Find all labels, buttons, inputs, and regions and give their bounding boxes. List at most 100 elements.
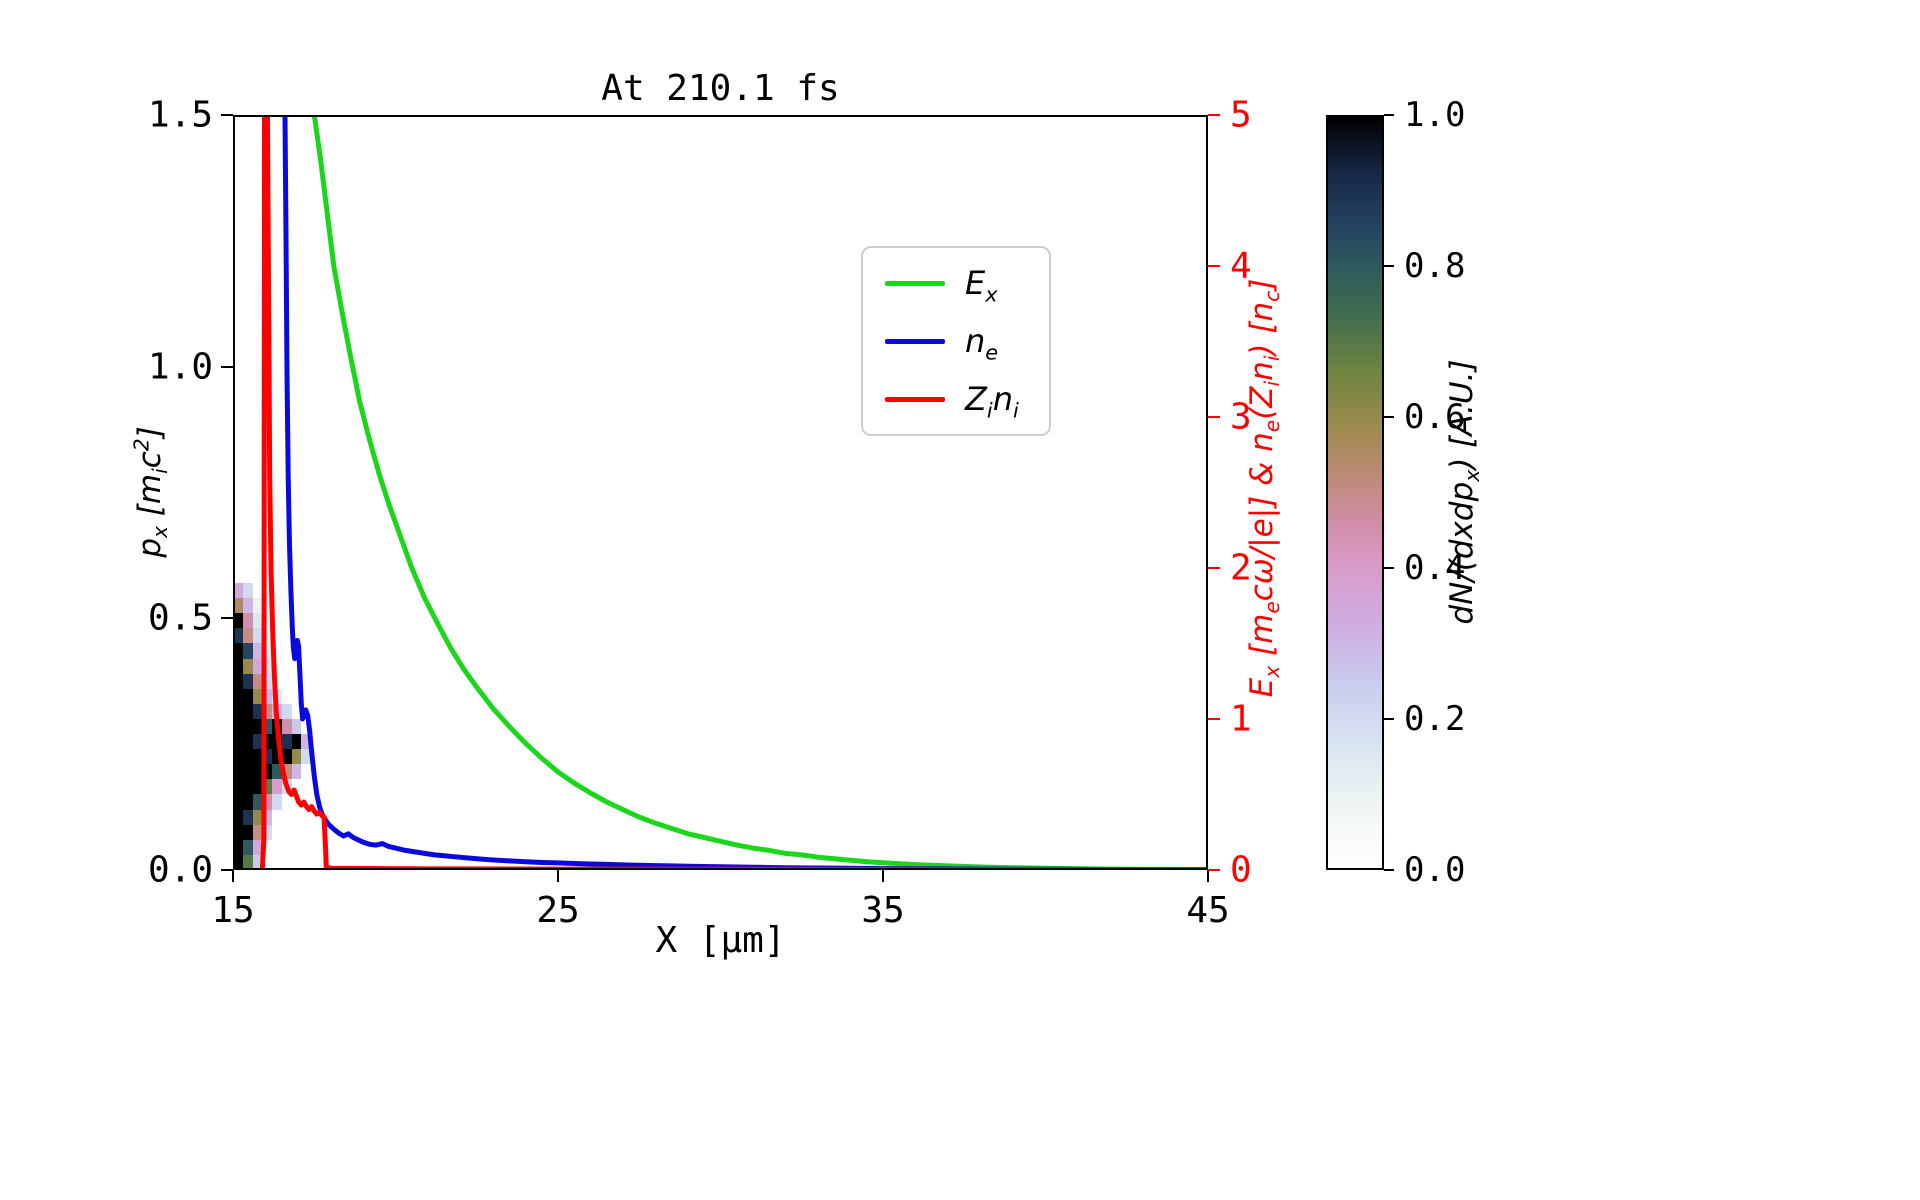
- curve-ne: [282, 115, 1208, 870]
- heatmap-cell: [252, 673, 263, 689]
- heatmap-cell: [242, 583, 253, 599]
- y-right-tick-label: 1: [1230, 698, 1252, 740]
- heatmap-cell: [252, 598, 263, 614]
- y-left-tick: [221, 869, 233, 871]
- heatmap-cell: [242, 718, 253, 735]
- heatmap-cell: [233, 598, 243, 614]
- colorbar-tick-label: 0.0: [1404, 850, 1466, 890]
- colorbar-tick: [1384, 265, 1394, 267]
- heatmap-cell: [242, 764, 253, 780]
- y-right-tick-label: 4: [1230, 245, 1252, 287]
- heatmap-cell: [233, 854, 243, 870]
- axes-spines: [233, 115, 1208, 870]
- colorbar-tick: [1384, 416, 1394, 418]
- heatmap-cell: [233, 583, 243, 599]
- y-right-tick: [1208, 114, 1220, 116]
- legend-item-ex: Ex: [885, 264, 1019, 307]
- heatmap-cell: [262, 643, 272, 659]
- heatmap-cell: [272, 779, 282, 795]
- heatmap-cell: [242, 628, 253, 644]
- heatmap-cell: [281, 749, 292, 765]
- legend-line-ne-icon: [885, 338, 945, 344]
- y-left-tick-label: 0.5: [147, 597, 213, 639]
- heatmap-cell: [252, 643, 263, 659]
- heatmap-cell: [252, 794, 263, 810]
- legend: Ex ne Zini: [861, 246, 1051, 436]
- x-tick: [557, 870, 559, 882]
- heatmap-cell: [233, 703, 243, 719]
- curve-Zini: [259, 115, 1208, 870]
- heatmap-cell: [242, 779, 253, 795]
- heatmap-cell: [233, 643, 243, 659]
- heatmap-cell: [291, 749, 302, 765]
- y-right-tick-label: 5: [1230, 94, 1252, 136]
- heatmap-cell: [233, 764, 243, 780]
- heatmap-cell: [252, 718, 263, 735]
- heatmap-cell: [301, 749, 311, 765]
- heatmap-cell: [233, 613, 243, 629]
- heatmap-cell: [233, 718, 243, 735]
- heatmap-cell: [262, 688, 272, 704]
- heatmap-cell: [262, 658, 272, 674]
- x-tick-label: 15: [211, 890, 255, 931]
- legend-item-zini: Zini: [885, 380, 1019, 421]
- colorbar-tick-label: 0.6: [1404, 397, 1466, 437]
- heatmap-cell: [262, 809, 272, 825]
- heatmap-cell: [252, 854, 263, 870]
- heatmap-cell: [272, 749, 282, 765]
- x-tick: [232, 870, 234, 882]
- y-left-tick: [221, 617, 233, 620]
- heatmap-cell: [252, 824, 263, 840]
- heatmap-cell: [291, 734, 302, 750]
- heatmap-cell: [233, 734, 243, 750]
- heatmap-cell: [252, 658, 263, 674]
- x-tick-label: 25: [536, 890, 580, 931]
- x-tick-label: 45: [1186, 890, 1230, 931]
- heatmap-cell: [233, 628, 243, 644]
- heatmap-cell: [262, 703, 272, 719]
- heatmap-cell: [242, 673, 253, 689]
- chart-title: At 210.1 fs: [601, 68, 840, 109]
- heatmap-cell: [242, 598, 253, 614]
- y-axis-right-label: Ex [mecω/|e|] & ne(Zini) [nc]: [1244, 278, 1285, 698]
- x-tick: [1207, 870, 1209, 882]
- heatmap-cell: [233, 749, 243, 765]
- heatmap-cell: [262, 734, 272, 750]
- legend-label-ex: Ex: [965, 264, 998, 307]
- heatmap-cell: [281, 718, 292, 735]
- legend-line-zini-icon: [885, 396, 945, 402]
- heatmap-cell: [291, 718, 302, 735]
- heatmap-cell: [242, 854, 253, 870]
- y-right-tick-label: 2: [1230, 547, 1252, 589]
- colorbar-tick: [1384, 567, 1394, 569]
- heatmap-cell: [252, 734, 263, 750]
- legend-item-ne: ne: [885, 322, 1019, 365]
- heatmap-cell: [233, 673, 243, 689]
- heatmap-cell: [233, 779, 243, 795]
- y-left-tick-label: 1.0: [147, 346, 213, 388]
- colorbar-tick-label: 0.2: [1404, 699, 1466, 739]
- heatmap-cell: [262, 673, 272, 689]
- heatmap-cell: [252, 688, 263, 704]
- x-tick: [882, 870, 884, 882]
- y-left-tick-label: 1.5: [147, 94, 213, 136]
- heatmap-cell: [252, 764, 263, 780]
- heatmap-cell: [262, 779, 272, 795]
- heatmap-cell: [262, 749, 272, 765]
- heatmap-cell: [252, 839, 263, 855]
- colorbar-tick-label: 0.8: [1404, 246, 1466, 286]
- curves-svg: [233, 115, 1208, 870]
- heatmap-cell: [242, 703, 253, 719]
- heatmap-cell: [242, 643, 253, 659]
- y-right-tick: [1208, 416, 1220, 418]
- heatmap-cell: [291, 764, 302, 780]
- heatmap-cell: [281, 734, 292, 750]
- y-right-tick: [1208, 869, 1220, 871]
- heatmap-cell: [281, 764, 292, 780]
- y-right-tick-label: 3: [1230, 396, 1252, 438]
- colorbar-tick: [1384, 718, 1394, 720]
- heatmap-cell: [242, 824, 253, 840]
- legend-label-ne: ne: [965, 322, 999, 365]
- heatmap-cell: [233, 839, 243, 855]
